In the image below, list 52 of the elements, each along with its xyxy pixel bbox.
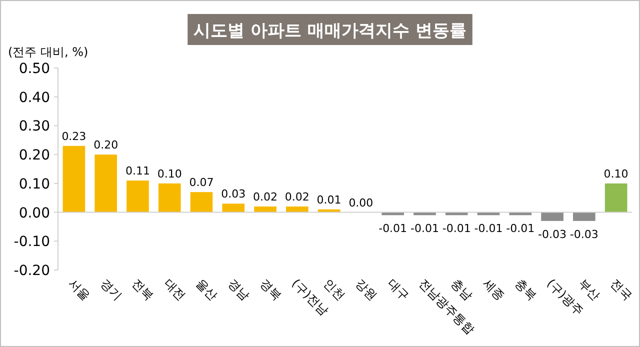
x-tick-label: 전국 <box>608 276 635 304</box>
data-label: -0.01 <box>474 222 503 236</box>
data-label: 0.10 <box>604 167 628 180</box>
y-tick-label: 0.00 <box>18 205 50 222</box>
data-label: 0.00 <box>348 196 374 210</box>
bar <box>222 204 245 212</box>
bar <box>190 192 213 212</box>
x-tick-label: 경남 <box>225 276 252 304</box>
data-label: 0.23 <box>62 130 86 143</box>
y-tick-label: 0.10 <box>18 176 50 192</box>
x-tick-label: 세종 <box>480 276 508 304</box>
x-tick-label: 서울 <box>66 276 93 304</box>
x-tick-label: 경북 <box>257 276 284 304</box>
bar <box>604 183 628 212</box>
data-label: -0.01 <box>442 222 471 236</box>
bar <box>254 206 276 212</box>
y-tick-label: -0.20 <box>14 263 50 279</box>
data-label: 0.20 <box>94 138 118 152</box>
x-tick-label: 대구 <box>384 276 412 304</box>
data-label: 0.01 <box>316 193 342 206</box>
bar <box>62 146 86 212</box>
y-tick-label: 0.50 <box>18 61 50 77</box>
data-label: -0.01 <box>378 222 408 236</box>
x-tick-label: 대전 <box>161 276 188 304</box>
data-label: 0.10 <box>157 167 182 180</box>
bar <box>94 154 117 212</box>
data-label: -0.03 <box>570 228 598 241</box>
x-tick-label: 경기 <box>98 276 125 304</box>
data-label: 0.02 <box>284 190 310 204</box>
chart-title: 시도별 아파트 매매가격지수 변동률 <box>194 21 466 41</box>
y-tick-label: 0.20 <box>18 148 50 164</box>
bar <box>286 206 308 212</box>
bar <box>126 180 149 212</box>
y-tick-label: -0.10 <box>14 234 50 250</box>
bar <box>158 183 181 212</box>
data-label: -0.03 <box>538 228 567 241</box>
x-tick-label: 충북 <box>512 276 540 304</box>
data-label: 0.02 <box>253 190 278 204</box>
data-label: -0.01 <box>506 222 535 236</box>
x-tick-label: 울산 <box>193 276 220 304</box>
y-tick-label: 0.40 <box>18 90 50 106</box>
data-label: 0.03 <box>221 188 246 201</box>
x-tick-label: 전북 <box>130 276 156 304</box>
title: 시도별 아파트 매매가격지수 변동률 <box>188 14 472 45</box>
data-label: 0.11 <box>125 164 150 178</box>
y-axis-title: (전주 대비, %) <box>8 45 88 59</box>
x-tick-label: 강원 <box>352 276 380 304</box>
y-tick-label: 0.30 <box>18 118 50 135</box>
bar <box>541 212 564 221</box>
bar <box>573 212 596 221</box>
data-label: 0.07 <box>189 176 214 190</box>
data-label: -0.01 <box>410 222 439 236</box>
